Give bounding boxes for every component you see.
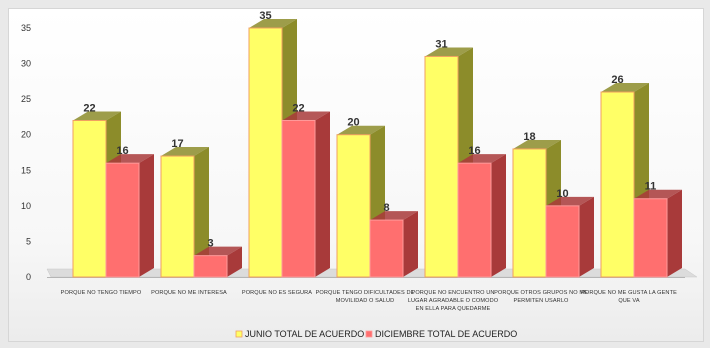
legend-swatch (365, 330, 373, 338)
bar (160, 155, 195, 278)
bar (424, 55, 459, 278)
data-label: 16 (468, 145, 480, 157)
bar-top (337, 125, 385, 135)
bar-side (227, 246, 242, 277)
y-tick-label: 15 (21, 165, 31, 175)
bar-group (457, 154, 506, 278)
bar-top (249, 19, 297, 28)
bar-top (370, 211, 418, 221)
category-label-line: PERMITEN USARLO (514, 298, 570, 304)
category-label-line: PORQUE NO ENCUENTRO UN (411, 290, 494, 296)
category-label-line: EN ELLA PARA QUEDARME (416, 306, 491, 312)
bar-side (491, 154, 506, 277)
category-label: PORQUE NO ME GUSTA LA GENTE QUE VA (581, 290, 677, 304)
data-label: 8 (383, 202, 389, 214)
bar (281, 119, 316, 278)
bar-group (193, 246, 242, 278)
bar-top (282, 111, 330, 121)
bar-side (579, 196, 594, 277)
data-label: 10 (556, 188, 568, 200)
bar-chart: 0 5 10 15 20 25 30 35 22 16 17 3 35 22 20 8 31 16 18 10 26 1… (21, 10, 698, 339)
bar-side (403, 211, 418, 277)
bar-top (73, 111, 121, 121)
bar-side (139, 154, 154, 277)
bar (600, 91, 635, 278)
bar (72, 119, 107, 278)
legend-label: DICIEMBRE TOTAL DE ACUERDO (375, 329, 517, 339)
bar-top (513, 139, 561, 149)
data-label: 20 (347, 117, 359, 129)
legend-swatch (235, 330, 243, 338)
category-label: PORQUE NO TENGO TIEMPO (61, 290, 142, 296)
bar-top (106, 154, 154, 164)
bar-side (667, 189, 682, 277)
data-labels: 22 16 17 3 35 22 20 8 31 16 18 10 26 11 (83, 10, 656, 250)
legend-label: JUNIO TOTAL DE ACUERDO (245, 329, 364, 339)
y-tick-label: 10 (21, 201, 31, 211)
y-tick-label: 25 (21, 94, 31, 104)
x-axis-labels: PORQUE NO TENGO TIEMPO PORQUE NO ME INTER… (61, 290, 677, 312)
category-label: PORQUE OTROS GRUPOS NO ME PERMITEN USARLO (494, 290, 588, 304)
data-label: 31 (435, 38, 447, 50)
bar (369, 219, 404, 278)
category-label: PORQUE TENGO DIFICULTADES DE MOVILIDAD O … (316, 290, 415, 304)
category-label-line: PORQUE NO TENGO TIEMPO (61, 290, 142, 296)
category-label-line: PORQUE NO ES SEGURA (242, 290, 312, 296)
category-label-line: PORQUE NO ME GUSTA LA GENTE (581, 290, 677, 296)
category-label-line: MOVILIDAD O SALUD (336, 298, 395, 304)
bar-side (315, 111, 330, 277)
bar (633, 198, 668, 278)
bar-group (633, 189, 682, 278)
data-label: 22 (292, 102, 304, 114)
chart-container: 0 5 10 15 20 25 30 35 22 16 17 3 35 22 20 8 31 16 18 10 26 1… (8, 8, 704, 342)
bar-group (369, 211, 418, 278)
data-label: 26 (611, 74, 623, 86)
bar (545, 205, 580, 278)
category-label: PORQUE NO ME INTERESA (151, 290, 227, 296)
category-label: PORQUE NO ENCUENTRO UN LUGAR AGRADABLE O … (408, 290, 499, 312)
bar-top (546, 196, 594, 206)
data-label: 16 (116, 145, 128, 157)
bars (72, 19, 682, 278)
category-label-line: QUE VA (618, 298, 639, 304)
data-label: 11 (645, 181, 657, 193)
y-tick-label: 5 (26, 236, 31, 246)
data-label: 3 (207, 238, 213, 250)
bar-top (161, 147, 209, 157)
data-label: 35 (259, 10, 271, 22)
bar (512, 148, 547, 278)
category-label: PORQUE NO ES SEGURA (242, 290, 312, 296)
category-label-line: PORQUE TENGO DIFICULTADES DE (316, 290, 415, 296)
bar-top (425, 47, 473, 57)
y-tick-label: 30 (21, 59, 31, 69)
legend: JUNIO TOTAL DE ACUERDO DICIEMBRE TOTAL DE… (235, 329, 517, 339)
data-label: 18 (523, 131, 535, 143)
bar-group (105, 154, 154, 278)
bar-side (194, 147, 209, 277)
category-label-line: LUGAR AGRADABLE O COMODO (408, 298, 499, 304)
bar-group (281, 111, 330, 278)
category-label-line: PORQUE OTROS GRUPOS NO ME (494, 290, 588, 296)
data-label: 17 (171, 138, 183, 150)
y-tick-label: 35 (21, 23, 31, 33)
y-tick-label: 0 (26, 272, 31, 282)
bar-top (458, 154, 506, 164)
bar (457, 162, 492, 278)
bar (193, 255, 228, 278)
bar-group (545, 196, 594, 278)
bar (105, 162, 140, 278)
bar-top (634, 189, 682, 199)
bar (248, 27, 283, 278)
y-tick-label: 20 (21, 130, 31, 140)
bar-top (601, 83, 649, 93)
bar (336, 134, 371, 278)
data-label: 22 (83, 102, 95, 114)
bar-group (160, 147, 209, 278)
y-axis: 0 5 10 15 20 25 30 35 (21, 23, 31, 282)
category-label-line: PORQUE NO ME INTERESA (151, 290, 227, 296)
bar-top (194, 246, 242, 256)
